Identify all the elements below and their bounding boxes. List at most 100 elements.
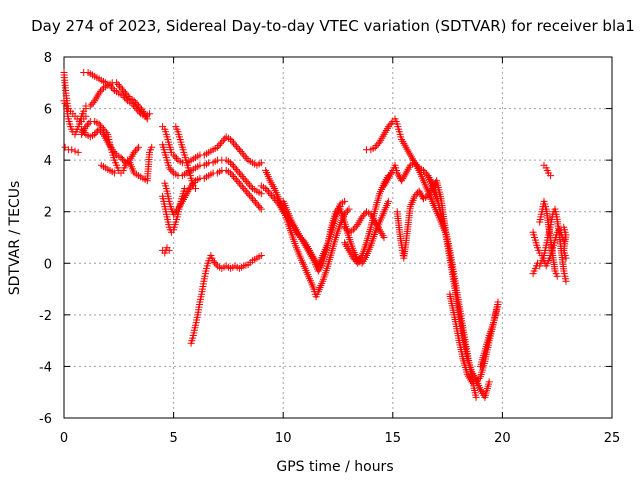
data-point-marker <box>227 136 235 143</box>
data-point-marker <box>256 203 264 211</box>
chart-title: Day 274 of 2023, Sidereal Day-to-day VTE… <box>31 17 635 35</box>
x-tick-label: 5 <box>169 431 177 446</box>
data-point-marker <box>136 104 144 112</box>
data-point-marker <box>494 298 502 306</box>
data-point-marker <box>237 171 245 179</box>
data-point-marker <box>78 125 85 133</box>
data-point-marker <box>345 205 353 213</box>
data-point-marker <box>114 81 122 88</box>
data-point-marker <box>237 181 245 189</box>
data-point-marker <box>246 181 254 189</box>
data-point-marker <box>352 222 360 230</box>
data-point-marker <box>95 89 103 97</box>
data-point-marker <box>98 129 106 137</box>
data-point-marker <box>173 154 180 162</box>
data-point-marker <box>243 188 251 196</box>
data-point-marker <box>171 153 179 161</box>
data-point-marker <box>341 197 349 205</box>
data-point-marker <box>211 258 218 266</box>
y-tick-labels: -6 -4 -2 0 2 4 6 8 <box>39 51 52 427</box>
data-point-marker <box>74 148 82 156</box>
data-point-marker <box>485 378 493 386</box>
data-point-marker <box>247 193 255 201</box>
data-point-marker <box>237 148 245 155</box>
data-point-marker <box>119 155 126 163</box>
data-point-marker <box>130 97 138 105</box>
data-point-marker <box>167 166 175 174</box>
data-point-marker <box>133 145 141 153</box>
data-point-marker <box>230 173 237 180</box>
data-point-marker <box>231 141 239 149</box>
data-point-marker <box>235 179 243 187</box>
data-point-marker <box>227 169 235 177</box>
data-point-marker <box>268 191 275 199</box>
data-point-marker <box>241 176 249 184</box>
data-point-marker <box>143 115 151 123</box>
data-point-marker <box>119 86 126 94</box>
data-point-marker <box>216 140 224 148</box>
data-point-marker <box>358 213 366 221</box>
y-tick-label: 4 <box>44 154 52 169</box>
data-point-marker <box>124 93 132 100</box>
data-point-marker <box>251 198 259 206</box>
data-point-marker <box>249 195 256 203</box>
data-point-marker <box>246 191 254 199</box>
y-tick-label: -6 <box>39 412 52 427</box>
data-point-marker <box>342 225 350 233</box>
axes <box>63 56 613 419</box>
data-point-marker <box>110 148 118 155</box>
grid-lines <box>64 57 612 418</box>
data-point-marker <box>108 83 115 91</box>
data-point-marker <box>117 154 125 162</box>
x-tick-labels: 0 5 10 15 20 25 <box>60 431 620 446</box>
data-point-marker <box>553 272 561 280</box>
data-point-marker <box>244 190 252 198</box>
data-point-marker <box>262 185 270 192</box>
y-tick-label: 2 <box>44 206 52 221</box>
data-point-marker <box>227 159 235 167</box>
data-point-marker <box>243 154 251 162</box>
data-point-marker <box>257 159 265 167</box>
data-point-marker <box>235 146 243 154</box>
data-point-marker <box>232 166 240 174</box>
data-point-marker <box>181 185 189 192</box>
data-point-marker <box>562 277 570 285</box>
plot-frame <box>63 56 613 419</box>
data-point-marker <box>209 257 217 265</box>
data-point-marker <box>192 185 199 192</box>
data-point-marker <box>333 206 341 214</box>
data-point-marker <box>135 143 142 151</box>
data-point-marker <box>138 105 145 113</box>
data-point-marker <box>232 176 240 184</box>
data-point-marker <box>349 254 357 262</box>
data-point-marker <box>547 172 555 180</box>
data-points <box>60 69 570 401</box>
data-point-marker <box>232 142 240 150</box>
data-point-marker <box>234 178 242 186</box>
data-point-marker <box>88 100 96 108</box>
data-point-marker <box>117 84 125 92</box>
data-point-marker <box>132 147 140 155</box>
data-point-marker <box>371 143 379 151</box>
data-point-marker <box>231 174 239 182</box>
data-point-marker <box>238 149 246 157</box>
data-point-marker <box>230 162 237 170</box>
data-point-marker <box>218 138 226 146</box>
data-point-marker <box>95 125 103 133</box>
data-point-marker <box>109 85 117 93</box>
data-point-marker <box>349 226 357 234</box>
data-point-marker <box>380 234 388 241</box>
data-point-marker <box>374 140 382 148</box>
data-point-marker <box>254 202 262 210</box>
data-point-marker <box>230 139 237 147</box>
data-point-marker <box>146 110 153 118</box>
data-point-marker <box>411 192 419 200</box>
data-point-marker <box>108 146 116 154</box>
data-point-marker <box>228 171 236 179</box>
data-point-marker <box>384 123 392 131</box>
data-point-marker <box>472 378 480 386</box>
data-point-marker <box>228 160 236 168</box>
data-point-marker <box>422 170 430 178</box>
data-point-marker <box>120 87 128 95</box>
data-point-marker <box>244 179 252 187</box>
